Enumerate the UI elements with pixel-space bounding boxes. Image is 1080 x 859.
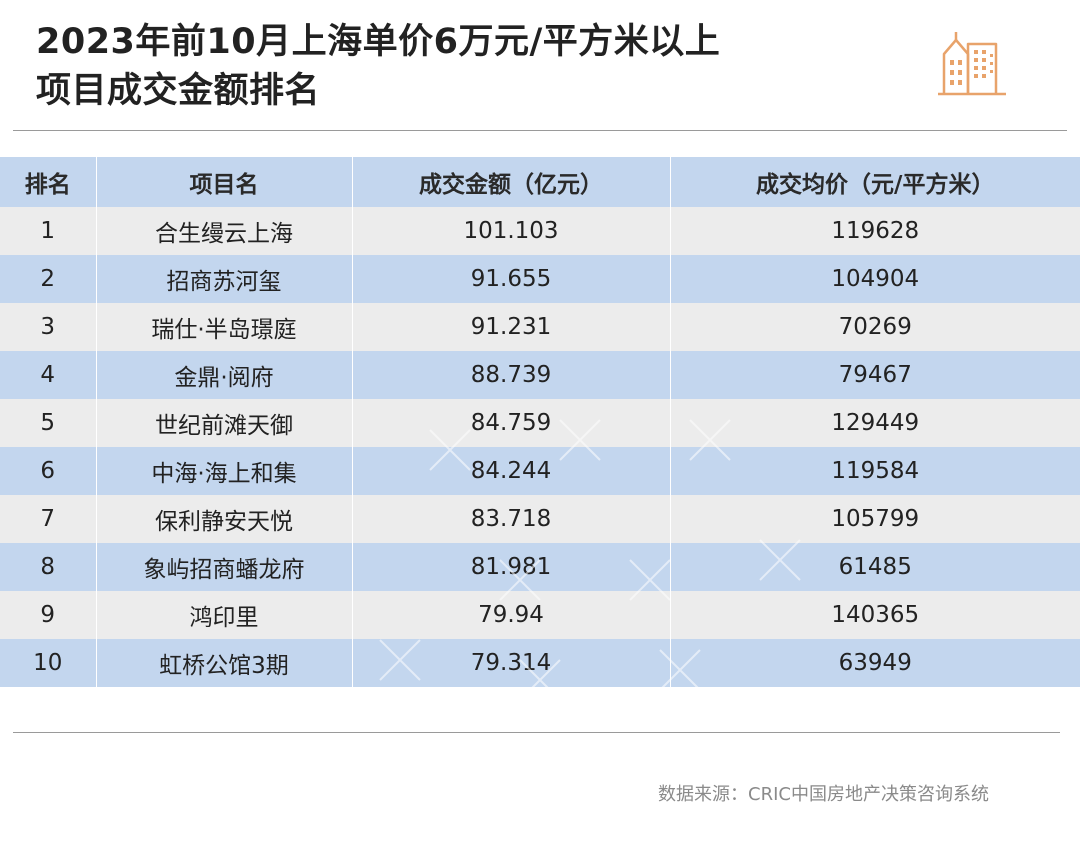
chart-title-line1: 2023年前10月上海单价6万元/平方米以上 bbox=[36, 22, 721, 62]
rank-cell: 1 bbox=[0, 207, 97, 255]
table-row: 1 合生缦云上海 101.103 119628 bbox=[0, 207, 1080, 255]
rank-cell: 3 bbox=[0, 303, 97, 351]
amount-cell: 81.981 bbox=[352, 543, 671, 591]
rank-cell: 7 bbox=[0, 495, 97, 543]
rank-cell: 2 bbox=[0, 255, 97, 303]
rank-cell: 9 bbox=[0, 591, 97, 639]
table-row: 2 招商苏河玺 91.655 104904 bbox=[0, 255, 1080, 303]
project-cell: 世纪前滩天御 bbox=[96, 399, 353, 447]
avg-price-cell: 129449 bbox=[670, 399, 1080, 447]
avg-price-cell: 63949 bbox=[670, 639, 1080, 687]
project-cell: 合生缦云上海 bbox=[96, 207, 353, 255]
column-header-project: 项目名 bbox=[96, 157, 353, 207]
amount-cell: 79.94 bbox=[352, 591, 671, 639]
amount-cell: 84.244 bbox=[352, 447, 671, 495]
source-note: 数据来源：CRIC中国房地产决策咨询系统 bbox=[658, 784, 989, 805]
project-cell: 保利静安天悦 bbox=[96, 495, 353, 543]
table-row: 9 鸿印里 79.94 140365 bbox=[0, 591, 1080, 639]
table-row: 10 虹桥公馆3期 79.314 63949 bbox=[0, 639, 1080, 687]
rank-cell: 10 bbox=[0, 639, 97, 687]
table-row: 3 瑞仕·半岛璟庭 91.231 70269 bbox=[0, 303, 1080, 351]
amount-cell: 91.231 bbox=[352, 303, 671, 351]
table-header-row: 排名 项目名 成交金额（亿元） 成交均价（元/平方米） bbox=[0, 157, 1080, 207]
top-divider bbox=[13, 130, 1067, 131]
avg-price-cell: 105799 bbox=[670, 495, 1080, 543]
amount-cell: 101.103 bbox=[352, 207, 671, 255]
column-header-avg-price: 成交均价（元/平方米） bbox=[670, 157, 1080, 207]
project-cell: 象屿招商蟠龙府 bbox=[96, 543, 353, 591]
project-cell: 虹桥公馆3期 bbox=[96, 639, 353, 687]
rank-cell: 4 bbox=[0, 351, 97, 399]
amount-cell: 79.314 bbox=[352, 639, 671, 687]
avg-price-cell: 79467 bbox=[670, 351, 1080, 399]
buildings-icon bbox=[938, 32, 1006, 96]
project-cell: 中海·海上和集 bbox=[96, 447, 353, 495]
bottom-divider bbox=[13, 732, 1060, 733]
project-cell: 金鼎·阅府 bbox=[96, 351, 353, 399]
avg-price-cell: 61485 bbox=[670, 543, 1080, 591]
rank-cell: 8 bbox=[0, 543, 97, 591]
table-row: 8 象屿招商蟠龙府 81.981 61485 bbox=[0, 543, 1080, 591]
table-row: 5 世纪前滩天御 84.759 129449 bbox=[0, 399, 1080, 447]
avg-price-cell: 70269 bbox=[670, 303, 1080, 351]
chart-title-line2: 项目成交金额排名 bbox=[36, 71, 321, 111]
amount-cell: 91.655 bbox=[352, 255, 671, 303]
project-cell: 鸿印里 bbox=[96, 591, 353, 639]
column-header-rank: 排名 bbox=[0, 157, 97, 207]
column-header-amount: 成交金额（亿元） bbox=[352, 157, 671, 207]
table-row: 6 中海·海上和集 84.244 119584 bbox=[0, 447, 1080, 495]
amount-cell: 84.759 bbox=[352, 399, 671, 447]
avg-price-cell: 119584 bbox=[670, 447, 1080, 495]
avg-price-cell: 119628 bbox=[670, 207, 1080, 255]
amount-cell: 83.718 bbox=[352, 495, 671, 543]
amount-cell: 88.739 bbox=[352, 351, 671, 399]
rank-cell: 5 bbox=[0, 399, 97, 447]
rank-cell: 6 bbox=[0, 447, 97, 495]
table-row: 7 保利静安天悦 83.718 105799 bbox=[0, 495, 1080, 543]
ranking-table: 排名 项目名 成交金额（亿元） 成交均价（元/平方米） 1 合生缦云上海 101… bbox=[0, 157, 1080, 687]
avg-price-cell: 140365 bbox=[670, 591, 1080, 639]
chart-title: 2023年前10月上海单价6万元/平方米以上 项目成交金额排名 bbox=[36, 18, 720, 116]
project-cell: 招商苏河玺 bbox=[96, 255, 353, 303]
project-cell: 瑞仕·半岛璟庭 bbox=[96, 303, 353, 351]
table-row: 4 金鼎·阅府 88.739 79467 bbox=[0, 351, 1080, 399]
avg-price-cell: 104904 bbox=[670, 255, 1080, 303]
